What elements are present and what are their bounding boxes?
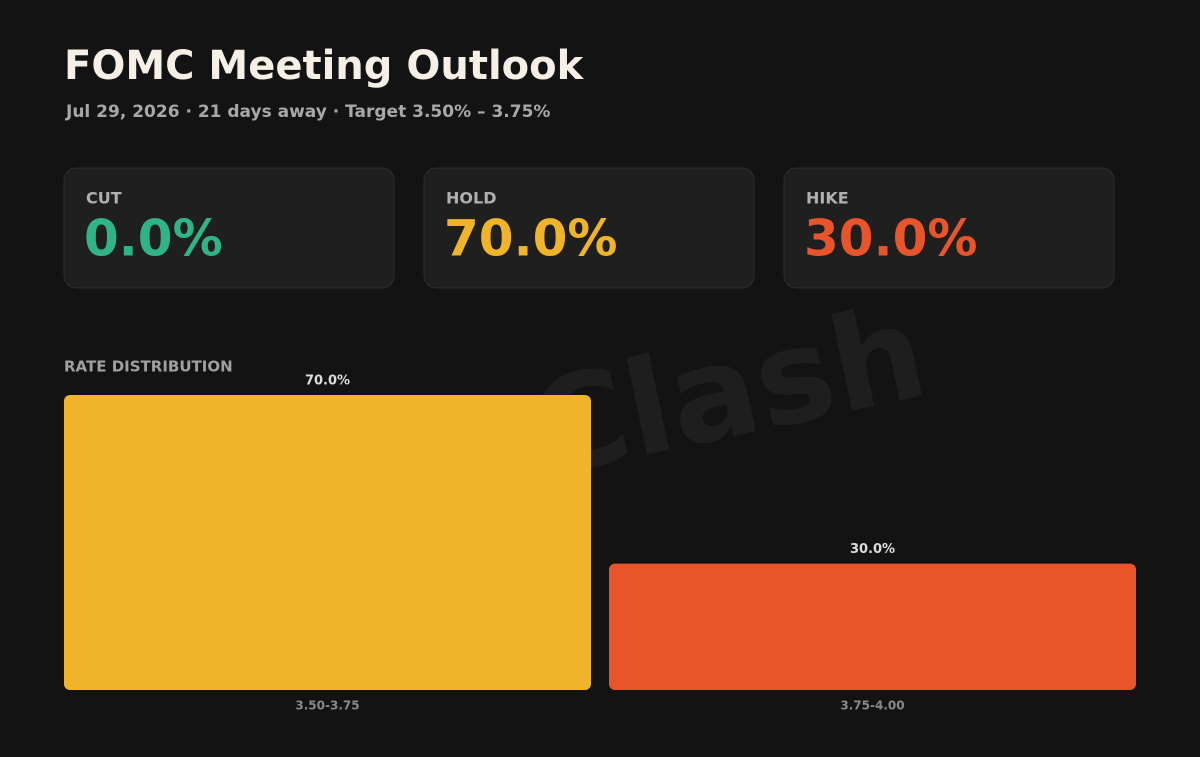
card bbox=[63, 167, 395, 289]
bar bbox=[609, 563, 1136, 690]
card-value: 30.0% bbox=[804, 210, 977, 268]
subtitle: Jul 29, 2026 · 21 days away · Target 3.5… bbox=[65, 102, 550, 122]
bar bbox=[64, 395, 591, 690]
card bbox=[423, 167, 755, 289]
card bbox=[783, 167, 1115, 289]
chart-title: RATE DISTRIBUTION bbox=[64, 358, 233, 376]
card-label: CUT bbox=[86, 189, 122, 208]
value-label: 30.0% bbox=[850, 542, 895, 557]
card-value: 0.0% bbox=[84, 210, 223, 268]
x-tick-label: 3.75-4.00 bbox=[840, 699, 904, 713]
card-value: 70.0% bbox=[444, 210, 617, 268]
x-tick-label: 3.50-3.75 bbox=[295, 699, 359, 713]
card-label: HOLD bbox=[446, 189, 496, 208]
card-label: HIKE bbox=[806, 189, 849, 208]
title: FOMC Meeting Outlook bbox=[64, 43, 585, 89]
value-label: 70.0% bbox=[305, 374, 350, 389]
